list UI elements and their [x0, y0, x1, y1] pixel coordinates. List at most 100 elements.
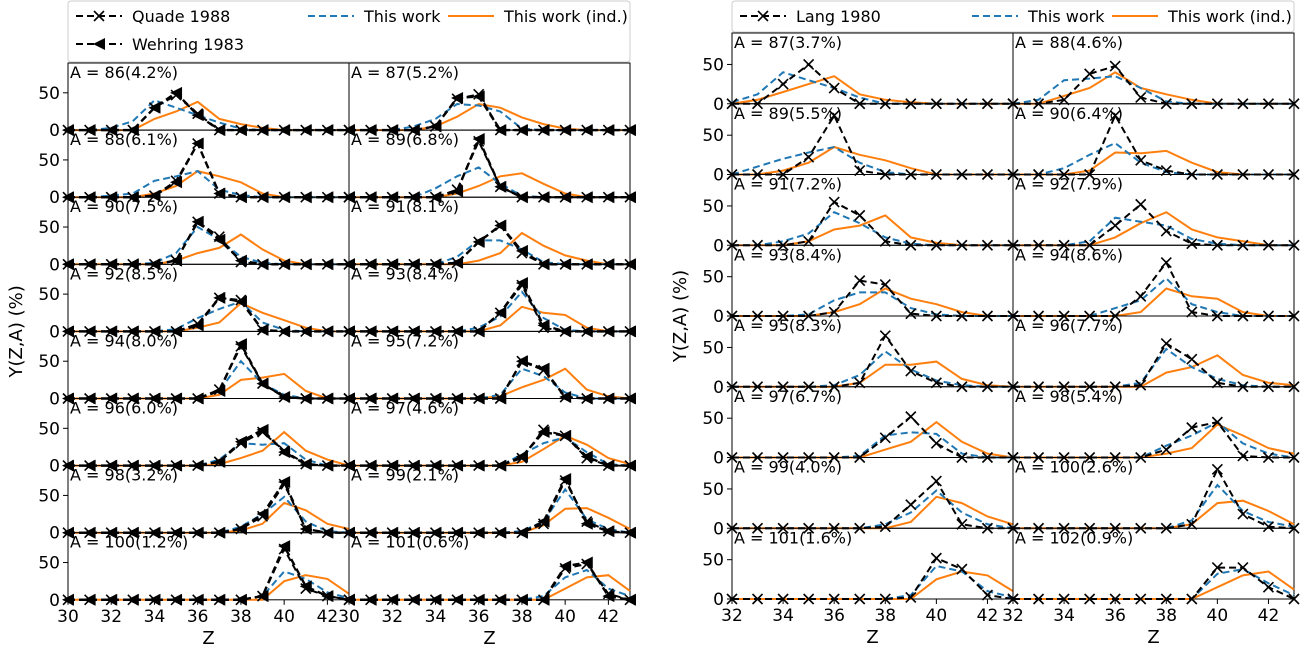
x-tick-label: 40 [273, 607, 295, 627]
data-point-ref [905, 308, 917, 320]
data-point-ref [1262, 521, 1275, 533]
series-line-ref [1013, 113, 1294, 176]
data-point-ref2 [83, 593, 96, 606]
data-point-ref2 [580, 450, 593, 463]
x-tick-label: 32 [100, 607, 122, 627]
subplot-annotation: A = 100(2.6%) [1015, 458, 1133, 477]
subplot-annotation: A = 87(5.2%) [351, 63, 459, 82]
series-line-this-work [349, 290, 630, 333]
data-point-ref [1135, 91, 1147, 104]
data-point-ref2 [191, 593, 204, 606]
data-point-ref2 [343, 593, 355, 606]
subplot: 0 50 30 32 34 36 38 40 42 A = 100(1.2%) [38, 532, 355, 627]
subplot-annotation: A = 100(1.2%) [70, 533, 188, 552]
subplot-annotation: A = 95(7.2%) [351, 331, 459, 350]
data-point-ref [930, 377, 942, 389]
y-tick-label: 50 [38, 419, 60, 439]
subplot: A = 98(5.4%) [1007, 386, 1300, 464]
series-line-ind [68, 372, 349, 400]
x-tick-label: 36 [823, 606, 845, 626]
y-tick-label: 0 [49, 188, 60, 208]
subplot-annotation: A = 92(8.5%) [70, 264, 178, 283]
x-tick-label: 30 [338, 607, 360, 627]
series-line-ref [732, 479, 1013, 530]
data-point-ref [854, 165, 866, 177]
subplot-annotation: A = 89(6.8%) [351, 130, 459, 149]
y-axis-label: Y(Z,A) (%) [670, 270, 691, 363]
data-point-ref [1211, 561, 1223, 574]
data-point-ref [828, 109, 840, 122]
series-line-ind [349, 172, 630, 199]
data-point-ref2 [234, 338, 247, 351]
legend-label: This work (ind.) [1167, 7, 1292, 26]
data-point-ref2 [191, 319, 204, 332]
data-point-ref2 [472, 235, 485, 248]
subplot: 32 34 36 38 40 42 A = 102(0.9%) [1002, 527, 1300, 626]
series-line-ind [1013, 423, 1295, 459]
data-point-ref [1135, 290, 1147, 302]
series-line-ref [68, 141, 349, 199]
legend-marker [93, 38, 105, 50]
data-point-ref [930, 552, 942, 564]
data-point-ref2 [429, 120, 442, 133]
data-point-ref [1237, 450, 1249, 462]
chart-panel-left: 0 50 A = 86(4.2%) A = 87(5.2%) 0 50 A = 88(6.1… [6, 0, 636, 649]
series-line-ind [732, 420, 1014, 459]
subplot: A = 90(6.4%) [1007, 103, 1300, 181]
data-point-ref2 [299, 458, 312, 471]
series-line-ind [1013, 354, 1295, 388]
data-point-ref [879, 432, 891, 444]
series-line-ref [1013, 64, 1294, 105]
y-tick-label: 0 [49, 457, 60, 477]
data-point-ref [1160, 225, 1172, 237]
subplot-annotation: A = 90(7.5%) [70, 197, 178, 216]
data-point-ref [751, 593, 764, 605]
legend-label: This work [1027, 7, 1105, 26]
x-tick-label: 38 [230, 607, 252, 627]
data-point-ref2 [386, 593, 399, 606]
subplot-annotation: A = 89(5.5%) [734, 104, 842, 123]
data-point-ref [1211, 377, 1223, 389]
data-point-ref [879, 521, 891, 533]
series-line-ind [349, 367, 631, 400]
y-tick-label: 0 [49, 591, 60, 611]
data-point-ref [1237, 561, 1249, 574]
data-point-ref [1186, 518, 1198, 530]
series-line-ref2 [349, 430, 630, 467]
data-point-ref2 [602, 590, 615, 603]
data-point-ref [854, 209, 866, 221]
data-point-ref2 [234, 254, 247, 267]
series-line-this-work [68, 99, 349, 132]
subplot-annotation: A = 99(2.1%) [351, 466, 459, 485]
legend-label: Wehring 1983 [132, 35, 244, 54]
y-tick-label: 0 [713, 95, 724, 115]
data-point-ref [828, 306, 840, 318]
subplot: A = 99(2.1%) [343, 465, 636, 539]
data-point-ref2 [472, 593, 485, 606]
data-point-ref2 [256, 508, 269, 521]
series-line-ref [1013, 203, 1294, 247]
data-point-ref [1211, 463, 1223, 475]
series-line-ind [349, 305, 630, 333]
subplot: A = 92(7.9%) [1007, 174, 1300, 251]
series-line-this-work [349, 367, 630, 400]
data-point-ref [1160, 337, 1172, 350]
series-line-ind [349, 574, 631, 601]
data-point-ref2 [148, 101, 161, 114]
series-line-this-work [1013, 483, 1295, 530]
legend-label: This work [363, 7, 441, 26]
data-point-ref2 [148, 593, 161, 606]
series-line-ind [349, 434, 631, 467]
legend-box [731, 0, 1295, 33]
data-point-ref2 [472, 133, 485, 146]
data-point-ref [803, 151, 815, 163]
series-line-this-work [68, 170, 349, 199]
series-line-ref [732, 415, 1013, 459]
data-point-ref2 [278, 446, 291, 459]
subplot-annotation: A = 98(3.2%) [70, 466, 178, 485]
series-line-ref2 [68, 428, 349, 467]
data-point-ref [956, 563, 968, 575]
data-point-ref2 [602, 525, 615, 538]
data-point-ref [1084, 593, 1096, 605]
series-line-this-work [731, 71, 1013, 105]
